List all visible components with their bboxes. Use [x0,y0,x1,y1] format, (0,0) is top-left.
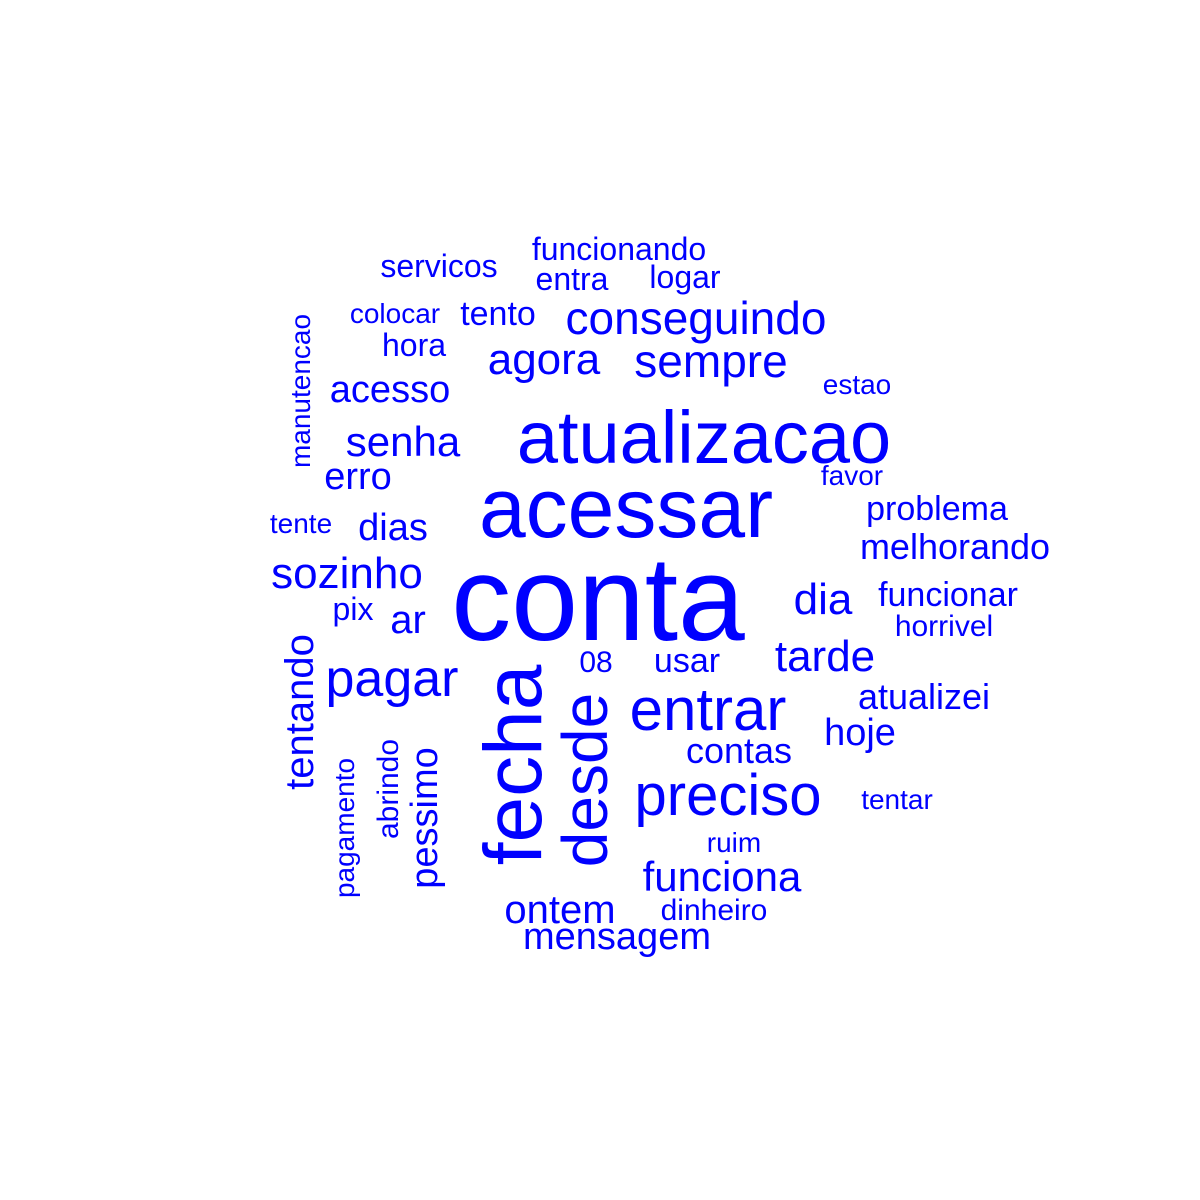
word: favor [821,460,883,491]
word: pessimo [404,747,446,889]
word: abrindo [372,739,405,839]
word: erro [324,456,392,498]
word: senha [346,418,461,465]
word: sempre [634,335,787,387]
word: melhorando [860,526,1050,567]
word: funciona [643,853,802,900]
word: entrar [630,676,787,743]
word: sozinho [271,549,423,598]
word: ar [390,598,426,642]
word: ruim [707,827,761,858]
word: atualizei [858,676,990,717]
word: servicos [380,248,497,284]
word: hoje [824,712,896,754]
word: estao [823,369,892,400]
word: funcionar [878,576,1018,614]
word: pix [333,591,374,627]
word: pagamento [329,758,360,898]
word: pagar [326,650,459,708]
word: mensagem [523,916,711,958]
word: usar [654,642,720,680]
word: manutencao [285,314,316,468]
word: horrivel [895,610,993,643]
word: agora [488,335,601,384]
word: conta [451,532,745,666]
word: atualizacao [517,396,891,479]
word: conseguindo [566,292,827,344]
word: tentando [278,634,322,790]
word: contas [686,730,792,771]
word: entra [536,261,609,297]
word: dia [794,575,853,624]
word: hora [382,327,446,363]
word: funcionando [532,231,706,267]
word: logar [649,259,721,295]
word: colocar [350,298,440,329]
word: acesso [330,369,450,411]
word: dias [358,507,428,549]
word: tento [460,295,536,333]
word: tente [270,508,332,539]
word: tarde [775,632,875,681]
word: problema [866,490,1008,528]
word: desde [549,693,621,867]
word: tentar [861,784,933,815]
word: 08 [579,646,612,679]
word: fecha [468,664,559,865]
word: ontem [504,888,615,932]
word: preciso [635,763,822,828]
word: dinheiro [661,894,768,927]
word: acessar [479,461,773,555]
